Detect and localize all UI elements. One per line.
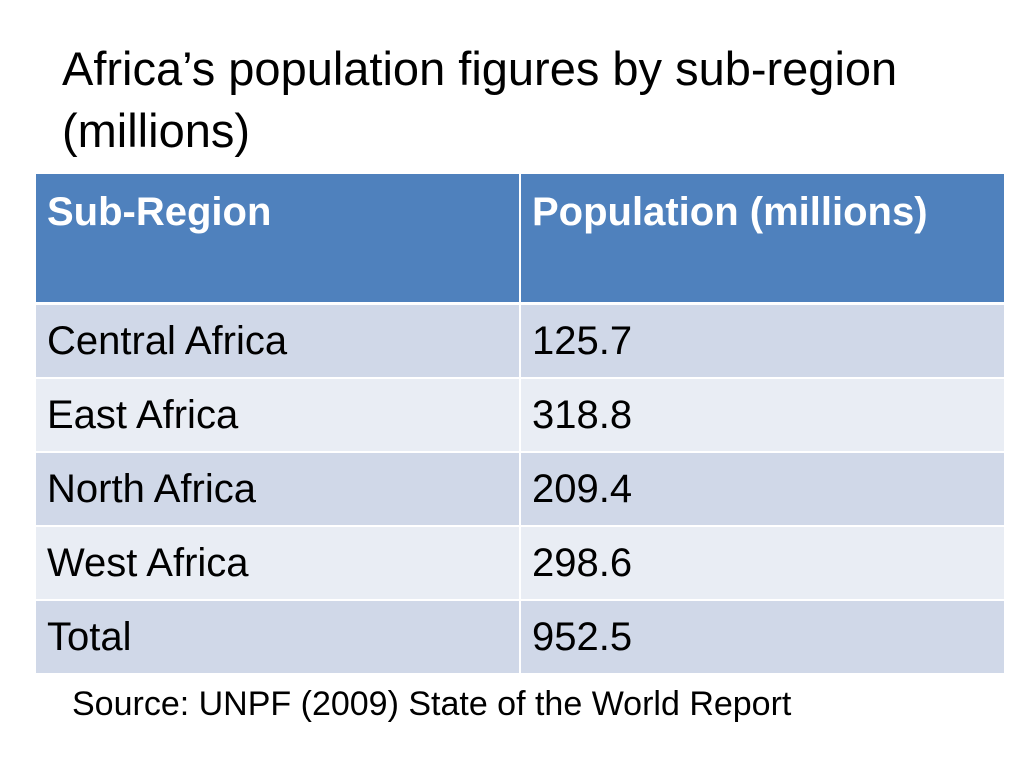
population-cell: 125.7 [520,303,1004,379]
column-header-population: Population (millions) [520,174,1004,305]
column-header-sub-region: Sub-Region [36,174,521,305]
population-cell: 209.4 [520,452,1004,527]
table-row: North Africa 209.4 [36,452,1004,527]
sub-region-cell: Central Africa [36,303,521,379]
source-note: Source: UNPF (2009) State of the World R… [72,685,792,723]
table-row: East Africa 318.8 [36,378,1004,453]
sub-region-cell: North Africa [36,452,521,527]
sub-region-cell: West Africa [36,526,521,601]
table-row-total: Total 952.5 [36,600,1004,675]
population-cell: 952.5 [520,600,1004,675]
table-row: Central Africa 125.7 [36,303,1004,379]
population-cell: 318.8 [520,378,1004,453]
sub-region-cell: Total [36,600,521,675]
population-table: Sub-Region Population (millions) Central… [36,174,1004,675]
population-cell: 298.6 [520,526,1004,601]
table-row: West Africa 298.6 [36,526,1004,601]
table-header-row: Sub-Region Population (millions) [36,174,1004,305]
slide-title: Africa’s population figures by sub-regio… [62,42,898,157]
sub-region-cell: East Africa [36,378,521,453]
